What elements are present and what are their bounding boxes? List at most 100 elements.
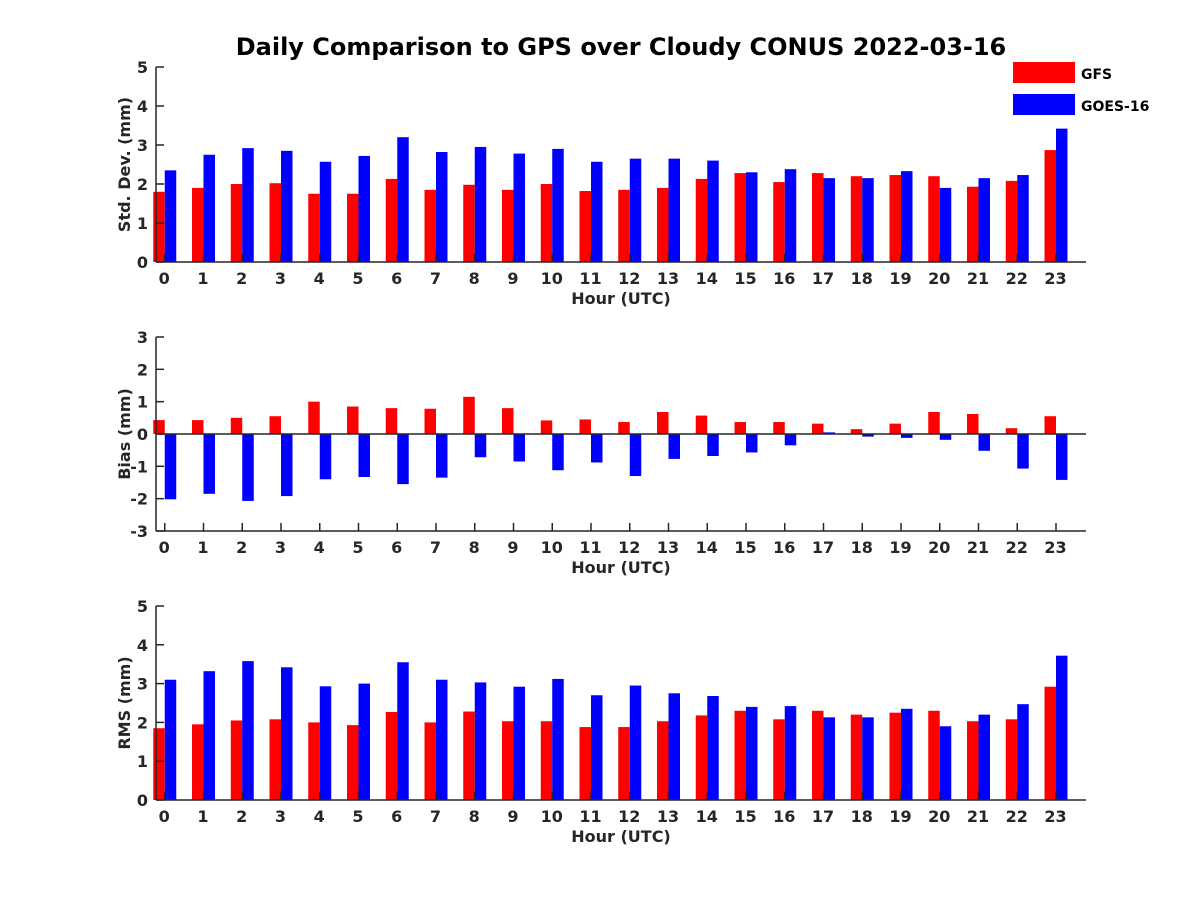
series-gfs — [153, 396, 1056, 434]
bar-goes16-8 — [474, 682, 487, 800]
x-tick-label: 14 — [696, 269, 718, 288]
bar-goes16-12 — [629, 685, 642, 800]
bar-goes16-3 — [281, 434, 293, 497]
x-tick-label: 16 — [773, 269, 795, 288]
bar-gfs-12 — [618, 422, 630, 434]
bar-gfs-4 — [308, 193, 320, 262]
bar-goes16-10 — [552, 148, 564, 262]
x-tick-label: 22 — [1006, 807, 1028, 826]
bar-goes16-0 — [164, 679, 177, 800]
bar-gfs-19 — [889, 423, 901, 434]
bar-gfs-11 — [579, 191, 591, 262]
y-tick-label: 5 — [137, 58, 148, 77]
bar-goes16-21 — [978, 434, 990, 451]
bar-gfs-19 — [889, 175, 901, 262]
y-tick-label: -3 — [130, 522, 148, 541]
bar-goes16-15 — [746, 172, 758, 262]
bar-goes16-6 — [397, 137, 409, 262]
bar-gfs-10 — [540, 184, 553, 262]
bar-goes16-6 — [397, 662, 409, 800]
bar-goes16-15 — [746, 706, 758, 800]
bar-gfs-17 — [812, 173, 824, 262]
x-tick-label: 4 — [314, 538, 325, 557]
x-tick-label: 21 — [967, 538, 989, 557]
bar-gfs-23 — [1044, 150, 1056, 262]
x-tick-label: 18 — [851, 538, 873, 557]
x-tick-label: 5 — [352, 269, 363, 288]
x-tick-label: 18 — [851, 269, 873, 288]
x-tick-label: 21 — [967, 269, 989, 288]
bar-gfs-12 — [618, 189, 630, 262]
legend: GFS GOES-16 — [1013, 62, 1149, 115]
legend-label-gfs: GFS — [1081, 67, 1112, 83]
y-tick-label: -1 — [130, 457, 148, 476]
bar-gfs-23 — [1044, 416, 1056, 434]
x-tick-label: 17 — [812, 269, 834, 288]
x-tick-label: 8 — [469, 807, 480, 826]
bar-goes16-5 — [358, 683, 370, 800]
bar-gfs-6 — [385, 711, 398, 800]
x-tick-label: 0 — [159, 807, 170, 826]
bar-gfs-0 — [153, 420, 165, 434]
bar-goes16-1 — [203, 434, 215, 494]
bar-goes16-22 — [1017, 434, 1029, 469]
x-tick-label: 0 — [159, 269, 170, 288]
bar-goes16-17 — [823, 178, 835, 262]
bar-gfs-22 — [1005, 428, 1018, 434]
bar-goes16-5 — [358, 434, 370, 478]
bar-gfs-7 — [424, 408, 436, 434]
bar-gfs-21 — [967, 413, 979, 434]
series-goes16 — [164, 128, 1068, 262]
bar-gfs-7 — [424, 189, 436, 262]
bar-goes16-7 — [436, 152, 448, 262]
figure-title: Daily Comparison to GPS over Cloudy CONU… — [236, 33, 1007, 61]
bar-goes16-17 — [823, 717, 835, 800]
bar-gfs-15 — [734, 422, 746, 434]
x-tick-label: 12 — [618, 269, 640, 288]
bar-goes16-8 — [474, 146, 487, 262]
legend-label-goes16: GOES-16 — [1081, 99, 1149, 115]
x-tick-label: 15 — [734, 807, 756, 826]
x-tick-label: 6 — [391, 538, 402, 557]
y-tick-label: 2 — [137, 713, 148, 732]
x-tick-label: 19 — [889, 269, 911, 288]
x-tick-label: 9 — [507, 538, 518, 557]
bar-gfs-21 — [967, 721, 979, 800]
bar-goes16-1 — [203, 671, 215, 800]
y-tick-label: 3 — [137, 136, 148, 155]
bar-gfs-1 — [192, 187, 204, 262]
bar-goes16-16 — [784, 434, 797, 446]
bar-gfs-4 — [308, 401, 320, 434]
x-tick-label: 9 — [507, 269, 518, 288]
bar-gfs-18 — [850, 176, 863, 262]
bar-gfs-6 — [385, 178, 398, 262]
x-tick-label: 0 — [159, 538, 170, 557]
bar-gfs-18 — [850, 429, 863, 434]
bar-gfs-16 — [773, 719, 785, 800]
bar-gfs-5 — [347, 193, 359, 262]
bar-gfs-2 — [230, 417, 243, 434]
bar-goes16-7 — [436, 434, 448, 478]
bar-goes16-4 — [319, 686, 332, 800]
bar-gfs-5 — [347, 725, 359, 800]
x-tick-label: 19 — [889, 538, 911, 557]
x-tick-label: 11 — [579, 538, 601, 557]
bar-gfs-13 — [657, 412, 669, 434]
bar-gfs-0 — [153, 728, 165, 800]
x-tick-label: 23 — [1044, 807, 1066, 826]
bar-goes16-16 — [784, 706, 797, 800]
bar-gfs-15 — [734, 173, 746, 262]
y-tick-label: 2 — [137, 175, 148, 194]
bar-gfs-6 — [385, 408, 398, 434]
y-tick-label: 1 — [137, 393, 148, 412]
bar-goes16-21 — [978, 714, 990, 800]
bar-goes16-23 — [1056, 655, 1068, 800]
x-tick-label: 10 — [541, 269, 563, 288]
bar-goes16-6 — [397, 434, 409, 485]
bar-goes16-13 — [668, 693, 680, 800]
x-tick-label: 13 — [657, 538, 679, 557]
x-tick-label: 4 — [314, 807, 325, 826]
